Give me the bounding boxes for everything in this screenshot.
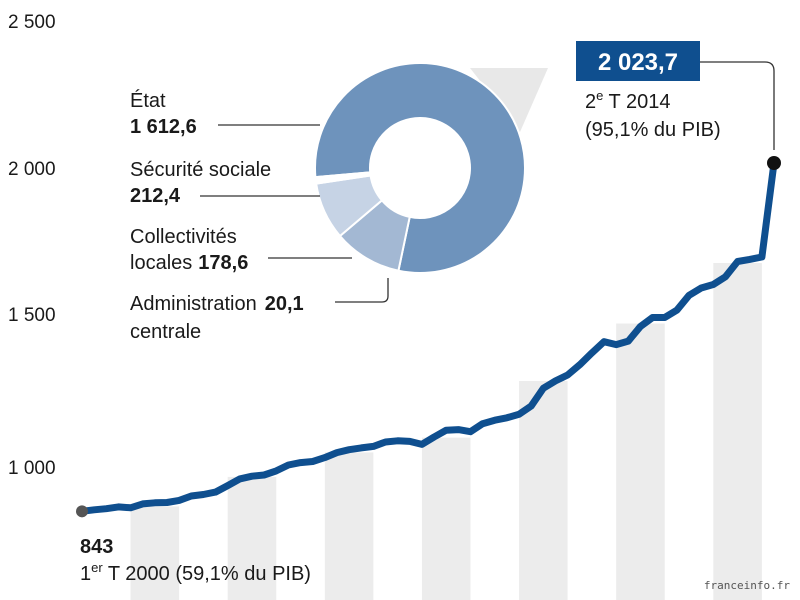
slice-name-secu: Sécurité sociale — [130, 159, 271, 181]
leader-admin — [335, 278, 389, 303]
year-band — [713, 263, 762, 600]
donut-leaders — [200, 124, 389, 303]
slice-name-admin: Administration 20,1 — [130, 293, 304, 315]
slice-value-secu: 212,4 — [130, 185, 181, 207]
donut-slice — [314, 62, 526, 274]
donut-backdrop — [470, 68, 548, 132]
year-band — [324, 452, 374, 600]
year-bands — [130, 263, 762, 600]
year-band — [227, 476, 277, 600]
year-band — [616, 323, 665, 600]
y-tick-label: 2 000 — [8, 159, 56, 180]
start-value: 843 — [80, 536, 113, 558]
y-tick-label: 2 500 — [8, 12, 56, 33]
slice-name-etat: État — [130, 89, 166, 112]
start-period-label: 1er T 2000 (59,1% du PIB) — [80, 560, 311, 585]
end-connector — [700, 61, 775, 150]
year-band — [519, 381, 568, 600]
credit: franceinfo.fr — [704, 579, 790, 592]
slice-name-collectivites: Collectivités — [130, 226, 237, 248]
start-point-marker — [76, 505, 88, 518]
end-point-marker — [767, 156, 781, 171]
y-tick-label: 1 500 — [8, 305, 56, 326]
end-value-box — [576, 41, 700, 81]
slice-value-collectivites: 178,6 — [198, 252, 248, 274]
y-tick-label: 1 000 — [8, 458, 56, 479]
donut-chart — [314, 62, 526, 274]
year-band — [130, 506, 180, 600]
debt-series-line — [78, 159, 778, 515]
donut-slice — [314, 171, 372, 185]
end-period-label: 2e T 2014 — [585, 88, 670, 113]
slice-name-collectivites-2: locales 178,6 — [130, 252, 248, 274]
slice-name-admin-2: centrale — [130, 321, 201, 343]
slice-value-admin: 20,1 — [265, 293, 304, 315]
slice-value-etat: 1 612,6 — [130, 116, 197, 138]
y-axis: 2 500 2 000 1 500 1 000 — [8, 12, 56, 479]
end-pib-label: (95,1% du PIB) — [585, 119, 721, 141]
year-band — [421, 437, 471, 600]
donut-labels: État 1 612,6 Sécurité sociale 212,4 Coll… — [130, 89, 304, 343]
end-value: 2 023,7 — [598, 49, 678, 76]
